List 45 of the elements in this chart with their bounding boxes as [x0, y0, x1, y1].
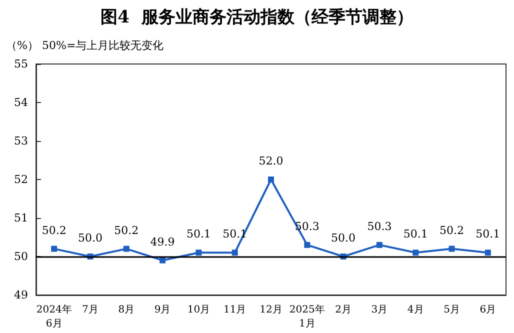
- x-tick-label: 2月: [335, 304, 352, 316]
- y-tick-label: 55: [14, 58, 28, 70]
- y-tick-label: 50: [14, 250, 28, 263]
- y-axis-title: （%）: [6, 39, 38, 52]
- x-tick-label: 2024年 6月: [36, 304, 72, 330]
- point: [448, 246, 455, 252]
- data-label: 50.2: [440, 224, 464, 237]
- point: [51, 246, 58, 252]
- point: [160, 257, 166, 264]
- y-tick-label: 49: [14, 288, 28, 302]
- point: [196, 250, 202, 256]
- point: [268, 176, 274, 182]
- x-tick-label: 2025年 1月: [289, 304, 325, 330]
- x-tick-label: 6月: [480, 304, 496, 316]
- y-tick-label: 54: [14, 96, 28, 109]
- y-tick-label: 51: [14, 212, 28, 224]
- point: [412, 250, 419, 256]
- y-tick-label: 52: [14, 173, 28, 186]
- data-label: 50.3: [367, 220, 392, 233]
- text: 50%=与上月比较无变化: [42, 39, 164, 52]
- data-label: 50.1: [186, 228, 211, 241]
- data-label: 50.0: [331, 232, 356, 244]
- x-tick-label: 12月: [260, 304, 282, 316]
- x-tick-label: 7月: [82, 304, 98, 316]
- point: [232, 250, 238, 256]
- x-tick-label: 10月: [187, 304, 210, 316]
- x-tick-label: 8月: [118, 304, 135, 316]
- chart-title: 图4 服务业商务活动指数（经季节调整）: [100, 8, 414, 28]
- point: [304, 242, 310, 248]
- x-tick-label: 11月: [223, 304, 246, 316]
- data-label: 50.2: [114, 224, 139, 237]
- y-tick-label: 53: [14, 134, 28, 148]
- x-tick-label: 5月: [444, 304, 460, 316]
- point: [484, 250, 491, 256]
- point: [123, 246, 130, 252]
- x-tick-label: 3月: [371, 304, 388, 316]
- data-label: 49.9: [150, 235, 175, 248]
- data-label: 50.1: [476, 228, 500, 241]
- point: [376, 242, 382, 248]
- data-label: 50.2: [42, 224, 66, 237]
- data-label: 50.1: [403, 228, 428, 241]
- data-label: 52.0: [258, 154, 284, 168]
- x-tick-label: 9月: [154, 304, 171, 316]
- data-label: 50.0: [78, 232, 102, 244]
- x-tick-label: 4月: [407, 304, 424, 316]
